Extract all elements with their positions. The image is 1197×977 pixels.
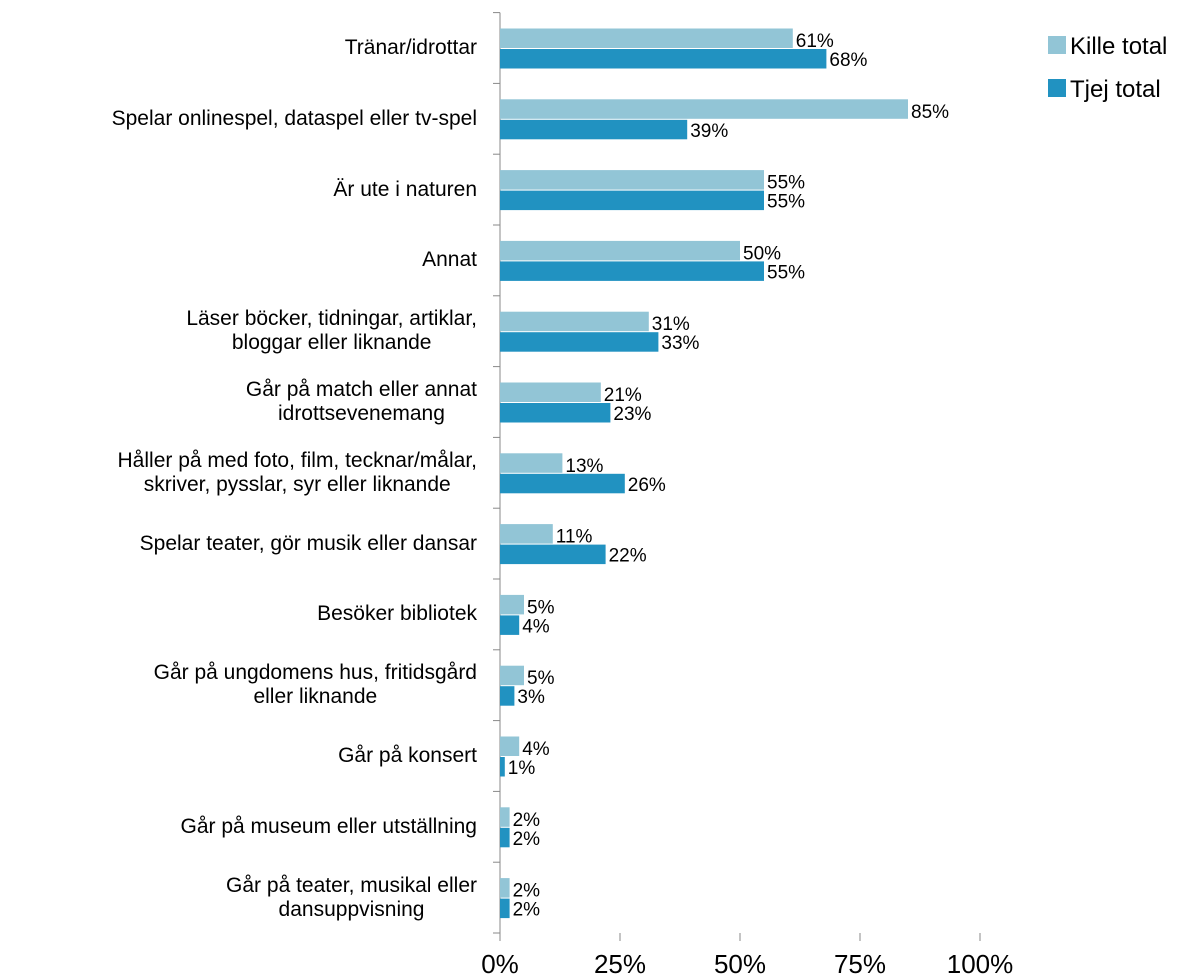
data-label: 2% (513, 900, 541, 921)
category-label: Tränar/idrottar (344, 36, 477, 59)
data-label: 55% (767, 262, 805, 283)
x-tick-label: 0% (481, 949, 519, 977)
category-label: Läser böcker, tidningar, artiklar, blogg… (186, 307, 477, 355)
category-label: Annat (422, 248, 477, 272)
data-label: 4% (522, 739, 550, 760)
data-label: 55% (767, 173, 805, 194)
category-label: Besöker bibliotek (317, 602, 477, 626)
bar (500, 686, 515, 706)
category-label: Spelar teater, gör musik eller dansar (139, 531, 477, 555)
bar (500, 544, 606, 565)
category-label: Går på match eller annat idrottseveneman… (245, 378, 477, 425)
data-label: 50% (743, 243, 781, 264)
bar (500, 615, 520, 635)
data-label: 21% (604, 385, 642, 406)
data-label: 2% (513, 829, 541, 850)
legend-swatch (1048, 36, 1066, 54)
data-label: 23% (613, 404, 651, 425)
category-label: Spelar onlinespel, dataspel eller tv-spe… (111, 106, 477, 130)
data-label: 3% (517, 687, 545, 708)
data-label: 31% (652, 314, 690, 335)
bar (500, 332, 659, 352)
bar (500, 524, 553, 544)
data-label: 61% (796, 31, 834, 52)
data-label: 68% (829, 50, 867, 71)
bar (500, 736, 520, 756)
data-label: 55% (767, 192, 805, 213)
bar (500, 665, 524, 686)
bar (500, 473, 625, 494)
bar (500, 807, 510, 827)
category-label: Är ute i naturen (333, 177, 477, 201)
category-label: Går på teater, musikal eller dansuppvisn… (226, 873, 477, 921)
bar (500, 827, 510, 848)
bar (500, 190, 764, 211)
data-label: 85% (911, 102, 949, 123)
data-label: 2% (513, 810, 541, 831)
bar (500, 403, 611, 423)
x-tick-label: 75% (834, 949, 886, 977)
x-tick-label: 100% (947, 949, 1014, 977)
bar (500, 453, 563, 473)
data-label: 11% (556, 527, 593, 548)
legend-swatch (1048, 79, 1066, 97)
category-label: Går på konsert (338, 744, 477, 767)
category-label: Går på ungdomens hus, fritidsgård eller … (153, 661, 477, 709)
bar (500, 119, 688, 140)
data-label: 13% (565, 456, 603, 477)
bar (500, 757, 505, 777)
bar (500, 240, 740, 261)
data-label: 2% (513, 881, 541, 902)
data-label: 1% (508, 758, 536, 779)
data-label: 39% (690, 121, 728, 142)
data-label: 5% (527, 597, 555, 618)
legend-label: Tjej total (1070, 76, 1161, 103)
bar (500, 261, 764, 281)
x-tick-label: 25% (594, 949, 646, 977)
bar (500, 898, 510, 919)
bar (500, 878, 510, 898)
data-label: 4% (522, 616, 550, 637)
data-label: 5% (527, 668, 555, 689)
data-label: 22% (609, 546, 647, 567)
bar (500, 170, 764, 190)
legend-label: Kille total (1070, 33, 1167, 60)
data-label: 26% (628, 475, 666, 496)
bar (500, 49, 827, 69)
bar (500, 311, 649, 332)
category-label: Går på museum eller utställning (180, 814, 477, 838)
bar (500, 99, 908, 119)
category-label: Håller på med foto, film, tecknar/målar,… (117, 448, 477, 496)
data-label: 33% (661, 333, 699, 354)
bar (500, 382, 601, 402)
bar (500, 594, 524, 615)
bar (500, 28, 793, 48)
x-tick-label: 50% (714, 949, 766, 977)
